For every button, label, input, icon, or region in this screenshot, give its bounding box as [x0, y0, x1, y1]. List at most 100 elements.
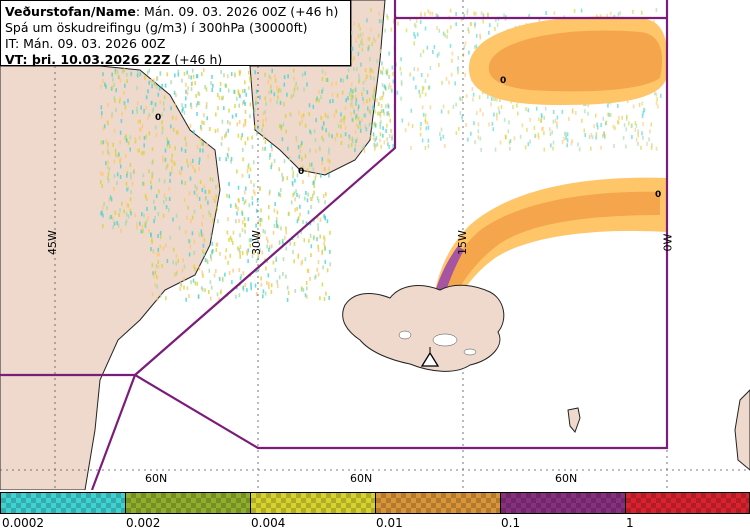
ash-speckle	[373, 37, 375, 42]
ash-speckle	[411, 124, 414, 129]
ash-speckle	[124, 83, 126, 88]
ash-speckle	[366, 74, 368, 79]
ash-speckle	[151, 84, 153, 89]
ash-speckle	[198, 196, 201, 201]
ash-speckle	[625, 127, 628, 132]
fir-boundary	[0, 0, 669, 490]
ash-speckle	[425, 126, 428, 131]
ash-speckle	[249, 78, 252, 83]
ash-speckle	[365, 68, 367, 73]
ash-speckle	[350, 96, 352, 101]
ash-speckle	[173, 161, 176, 166]
ash-speckle	[121, 111, 123, 116]
ash-speckle	[119, 175, 122, 179]
ash-speckle	[609, 11, 612, 16]
ash-speckle	[106, 165, 109, 170]
ash-speckle	[199, 180, 202, 184]
ash-speckle	[188, 252, 191, 257]
ash-speckle	[390, 129, 393, 133]
ash-speckle	[301, 141, 303, 146]
ash-speckle	[353, 67, 355, 72]
ash-speckle	[277, 95, 279, 100]
ash-speckle	[164, 83, 167, 88]
ash-speckle	[185, 297, 187, 302]
ash-speckle	[417, 67, 419, 72]
ash-speckle	[227, 128, 229, 133]
ash-speckle	[172, 160, 175, 165]
ash-speckle	[413, 23, 416, 27]
ash-speckle	[628, 121, 630, 126]
ash-speckle	[201, 222, 203, 227]
valid-offset: (+46 h)	[170, 52, 223, 67]
ash-speckle	[171, 153, 173, 158]
ash-speckle	[102, 205, 104, 210]
ash-speckle	[369, 109, 371, 114]
ash-speckle	[102, 79, 104, 84]
ash-speckle	[496, 22, 499, 27]
ash-speckle	[126, 79, 128, 83]
ash-speckle	[442, 31, 445, 36]
ash-speckle	[200, 204, 202, 209]
ash-speckle	[304, 196, 306, 201]
ash-speckle	[217, 219, 219, 224]
ash-speckle	[378, 19, 381, 24]
ash-speckle	[311, 197, 313, 202]
ash-speckle	[313, 129, 316, 134]
ash-speckle	[525, 107, 527, 111]
ash-speckle	[301, 165, 304, 170]
ash-speckle	[373, 136, 375, 141]
ash-speckle	[244, 199, 247, 204]
ash-speckle	[140, 105, 142, 110]
ash-speckle	[126, 187, 128, 192]
ash-speckle	[475, 11, 477, 16]
ash-speckle	[473, 11, 475, 16]
ash-speckle	[386, 68, 389, 73]
ash-speckle	[566, 138, 569, 143]
ash-speckle	[457, 56, 460, 60]
ash-speckle	[461, 115, 463, 120]
ash-speckle	[421, 138, 424, 143]
ash-speckle	[174, 73, 176, 78]
ash-speckle	[340, 78, 342, 83]
ash-speckle	[131, 110, 134, 114]
ash-speckle	[565, 132, 567, 137]
ash-speckle	[277, 224, 280, 229]
ash-speckle	[227, 147, 230, 152]
ash-speckle	[139, 221, 141, 226]
ash-speckle	[163, 179, 166, 184]
ash-speckle	[386, 137, 388, 142]
ash-speckle	[368, 97, 371, 102]
ash-speckle	[184, 103, 187, 108]
ash-speckle	[217, 128, 219, 133]
ash-speckle	[144, 75, 146, 80]
ash-speckle	[306, 286, 308, 291]
ash-speckle	[380, 119, 382, 124]
ash-speckle	[270, 89, 273, 94]
ash-speckle	[101, 111, 103, 116]
ash-speckle	[436, 53, 439, 58]
ash-speckle	[551, 130, 553, 135]
ash-speckle	[461, 97, 463, 102]
ash-speckle	[118, 152, 120, 157]
ash-speckle	[103, 124, 106, 129]
ash-speckle	[211, 177, 214, 182]
ash-speckle	[410, 145, 412, 150]
ash-speckle	[295, 81, 297, 86]
ash-speckle	[292, 250, 294, 255]
ash-speckle	[359, 27, 361, 31]
ash-speckle	[561, 140, 564, 145]
ash-speckle	[230, 203, 232, 208]
ash-speckle	[168, 207, 170, 212]
ash-speckle	[177, 72, 180, 77]
ash-speckle	[355, 115, 357, 120]
ash-speckle	[440, 127, 443, 132]
ash-speckle	[247, 136, 249, 141]
ash-speckle	[229, 121, 231, 126]
ash-speckle	[377, 111, 379, 116]
ash-speckle	[207, 200, 209, 205]
ash-speckle	[306, 198, 309, 203]
ash-speckle	[144, 222, 146, 226]
ash-speckle	[286, 285, 289, 290]
ash-speckle	[210, 285, 213, 290]
ash-speckle	[239, 94, 241, 99]
